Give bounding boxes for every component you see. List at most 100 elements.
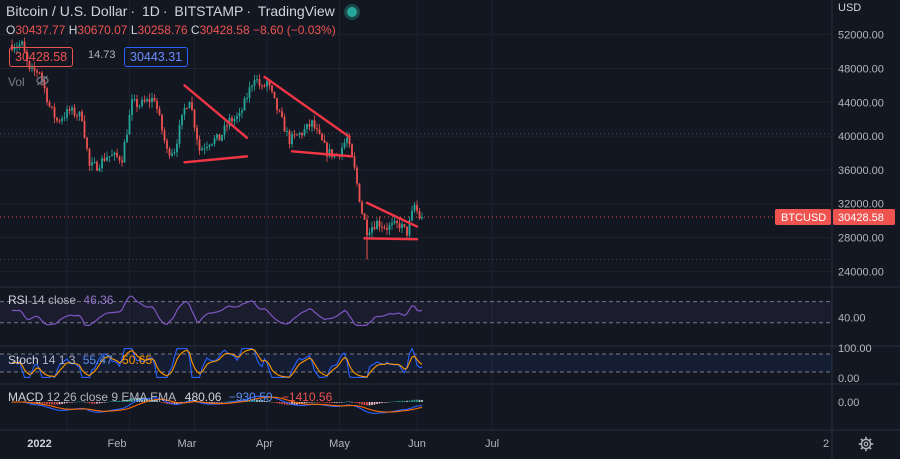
candle-body <box>196 127 198 140</box>
candle-body <box>388 225 391 230</box>
macd-hist-bar <box>261 400 263 402</box>
macd-legend[interactable]: MACD 12 26 close 9 EMA EMA 480.06 −930.5… <box>8 390 332 404</box>
volume-label[interactable]: Vol <box>8 75 25 89</box>
candle-body <box>226 125 228 127</box>
candle-body <box>296 134 298 136</box>
macd-hist-bar <box>136 397 138 402</box>
candle-body <box>56 117 58 121</box>
macd-hist-bar <box>268 401 271 403</box>
macd-hist-bar <box>276 402 278 404</box>
open-value: 30437.77 <box>15 23 66 37</box>
spread-value: 14.73 <box>88 49 116 61</box>
macd-hist-bar <box>401 400 403 402</box>
macd-hist-bar <box>358 402 361 404</box>
macd-label: MACD <box>8 390 44 404</box>
candle-body <box>411 210 413 221</box>
macd-hist-bar <box>293 402 296 405</box>
candle-body <box>346 137 348 143</box>
macd-hist-bar <box>113 401 116 402</box>
candle-body <box>113 152 116 155</box>
macd-hist-bar <box>38 402 41 404</box>
rsi-legend[interactable]: RSI 14 close 46.36 <box>8 293 113 307</box>
candle-body <box>276 98 278 111</box>
high-value: 30670.07 <box>77 23 128 37</box>
close-label: C <box>190 23 200 37</box>
candle-body <box>163 130 166 141</box>
y-tick-label: 36000.00 <box>838 165 884 177</box>
candle-body <box>116 152 118 157</box>
macd-hist-bar <box>306 402 308 403</box>
gear-icon[interactable] <box>858 436 874 452</box>
candle-body <box>373 227 376 230</box>
candle-body <box>233 118 236 122</box>
candle-body <box>46 88 48 103</box>
macd-hist-bar <box>88 402 91 404</box>
macd-hist-bar <box>386 402 388 403</box>
candle-body <box>301 133 303 136</box>
stoch-axis-label: 100.00 <box>838 343 872 355</box>
macd-hist-bar <box>283 402 286 405</box>
stoch-d-line <box>11 348 423 378</box>
macd-hist-bar <box>53 402 56 405</box>
candle-body <box>206 146 208 149</box>
rsi-axis-label: 40.00 <box>838 312 866 324</box>
candle-body <box>248 87 251 98</box>
candle-body <box>241 110 243 113</box>
macd-hist-bar <box>403 400 406 402</box>
macd-hist-bar <box>63 402 66 404</box>
macd-hist-bar <box>108 401 111 403</box>
macd-hist-bar <box>421 399 423 402</box>
macd-hist-bar <box>338 402 341 403</box>
macd-hist-bar <box>36 402 38 404</box>
candle-body <box>131 99 133 115</box>
candle-body <box>321 133 323 141</box>
candle-body <box>311 120 313 127</box>
interval-label[interactable]: 1D <box>141 3 160 19</box>
macd-hist-bar <box>218 402 221 403</box>
candle-body <box>111 154 113 157</box>
x-tick-label: Jul <box>485 438 499 450</box>
y-tick-label: 44000.00 <box>838 97 884 109</box>
sell-price-button[interactable]: 30428.58 <box>9 47 74 67</box>
macd-hist-bar <box>336 402 338 403</box>
candle-body <box>133 99 136 101</box>
candle-body <box>101 158 103 169</box>
stoch-legend[interactable]: Stoch 14 1 3 55.47 50.65 <box>8 353 152 367</box>
x-tick-label: May <box>329 438 350 450</box>
stoch-params: 14 1 3 <box>42 353 76 367</box>
trendline <box>290 150 354 158</box>
macd-hist-bar <box>116 400 118 402</box>
macd-hist-bar <box>166 402 168 404</box>
x-tick-label: 2022 <box>27 438 51 450</box>
x-tick-label: Jun <box>408 438 426 450</box>
candle-body <box>183 108 186 115</box>
x-tick-label: Apr <box>256 438 273 450</box>
candle-body <box>136 99 138 107</box>
candle-body <box>216 134 218 139</box>
macd-hist-bar <box>331 402 333 403</box>
candle-body <box>191 102 193 110</box>
macd-hist-bar <box>158 401 161 403</box>
candle-body <box>298 133 301 135</box>
buy-price-button[interactable]: 30443.31 <box>124 47 189 67</box>
candle-body <box>36 70 38 73</box>
stoch-d-value: 50.65 <box>122 353 153 367</box>
candle-body <box>178 125 181 144</box>
macd-hist-bar <box>48 402 51 405</box>
candle-body <box>328 149 331 157</box>
macd-hist-bar <box>81 401 83 403</box>
candle-body <box>68 109 71 111</box>
candle-body <box>86 137 88 149</box>
rsi-line <box>11 295 423 326</box>
candle-body <box>148 99 151 103</box>
macd-hist-bar <box>418 399 421 402</box>
currency-label[interactable]: USD <box>838 2 862 14</box>
macd-hist-bar <box>263 400 266 402</box>
eye-icon[interactable] <box>36 75 49 86</box>
macd-hist-bar <box>278 402 281 404</box>
symbol-name[interactable]: Bitcoin / U.S. Dollar <box>6 3 128 19</box>
macd-hist-bar <box>101 402 103 403</box>
macd-params: 12 26 close 9 EMA EMA <box>46 390 176 404</box>
